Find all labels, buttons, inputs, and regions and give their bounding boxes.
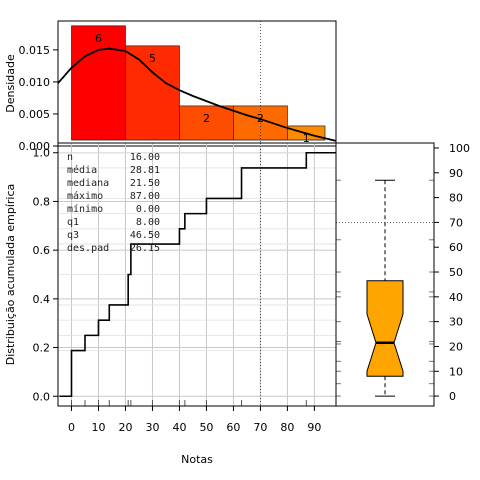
boxplot-y-tick-label: 50 bbox=[449, 266, 463, 279]
ecdf-y-tick-label: 0.6 bbox=[33, 244, 51, 257]
histogram-count-label: 5 bbox=[149, 52, 156, 65]
stat-value: 87.00 bbox=[130, 191, 160, 202]
ecdf-x-tick-label: 90 bbox=[307, 421, 321, 434]
histogram-bar bbox=[125, 45, 180, 141]
density-curve bbox=[57, 47, 337, 142]
stat-label: n bbox=[67, 152, 73, 163]
ecdf-x-tick-label: 60 bbox=[226, 421, 240, 434]
histogram-y-tick-label: 0.005 bbox=[19, 108, 51, 121]
stat-label: q3 bbox=[67, 230, 79, 241]
ecdf-y-tick-label: 1.0 bbox=[33, 147, 51, 160]
stat-value: 0.00 bbox=[136, 204, 160, 215]
histogram-bar bbox=[71, 25, 126, 141]
boxplot-y-tick-label: 40 bbox=[449, 291, 463, 304]
boxplot-y-tick-label: 30 bbox=[449, 316, 463, 329]
ecdf-y-tick-label: 0.8 bbox=[33, 195, 51, 208]
boxplot-y-tick-label: 60 bbox=[449, 241, 463, 254]
histogram-y-tick-label: 0.010 bbox=[19, 76, 51, 89]
ecdf-panel: n 16.00 média 28.81 mediana 21.50 máximo 87.00 m… bbox=[4, 142, 337, 466]
histogram-y-axis-label: Densidade bbox=[4, 54, 17, 113]
boxplot-y-tick-label: 80 bbox=[449, 192, 463, 205]
stat-label: mediana bbox=[67, 178, 109, 189]
boxplot-panel: 0 10 20 30 40 50 60 70 80 90 100 bbox=[335, 142, 470, 407]
boxplot-y-tick-label: 20 bbox=[449, 340, 463, 353]
ecdf-x-tick-label: 50 bbox=[199, 421, 213, 434]
ecdf-x-tick-label: 20 bbox=[118, 421, 132, 434]
stat-label: q1 bbox=[67, 217, 79, 228]
stat-label: máximo bbox=[67, 190, 103, 202]
stat-label: mínimo bbox=[67, 203, 103, 215]
stat-value: 26.15 bbox=[130, 243, 160, 254]
ecdf-x-tick-label: 80 bbox=[280, 421, 294, 434]
ecdf-x-tick-label: 30 bbox=[145, 421, 159, 434]
ecdf-x-tick-label: 10 bbox=[91, 421, 105, 434]
stat-value: 16.00 bbox=[130, 152, 160, 163]
histogram-bar bbox=[233, 105, 288, 141]
stat-value: 46.50 bbox=[130, 230, 160, 241]
boxplot-box bbox=[366, 280, 404, 377]
ecdf-y-axis-label: Distribuição acumulada empírica bbox=[4, 184, 17, 366]
ecdf-x-tick-label: 0 bbox=[68, 421, 75, 434]
boxplot-y-tick-label: 10 bbox=[449, 365, 463, 378]
stat-value: 28.81 bbox=[130, 165, 160, 176]
ecdf-x-tick-label: 70 bbox=[253, 421, 267, 434]
stat-label: des.pad bbox=[67, 243, 109, 254]
histogram-y-tick-label: 0.000 bbox=[19, 140, 51, 153]
ecdf-x-tick-label: 40 bbox=[172, 421, 186, 434]
ecdf-y-tick-label: 0.0 bbox=[33, 390, 51, 403]
histogram-count-label: 1 bbox=[303, 132, 310, 145]
stat-value: 8.00 bbox=[136, 217, 160, 228]
ecdf-y-tick-label: 0.2 bbox=[33, 342, 51, 355]
histogram-bar bbox=[179, 105, 234, 141]
boxplot-y-tick-label: 100 bbox=[449, 142, 470, 155]
histogram-frame bbox=[57, 20, 337, 147]
histogram-y-tick-label: 0.015 bbox=[19, 44, 51, 57]
histogram-count-label: 2 bbox=[203, 112, 210, 125]
ecdf-y-tick-label: 0.4 bbox=[33, 293, 51, 306]
histogram-count-label: 6 bbox=[95, 32, 102, 45]
boxplot-y-tick-label: 90 bbox=[449, 167, 463, 180]
boxplot-frame bbox=[335, 142, 435, 407]
ecdf-step-line bbox=[59, 151, 336, 398]
stat-label: média bbox=[67, 164, 97, 176]
boxplot-y-tick-label: 70 bbox=[449, 216, 463, 229]
boxplot-y-tick-label: 0 bbox=[449, 390, 456, 403]
ecdf-x-axis-label: Notas bbox=[181, 453, 213, 466]
stat-value: 21.50 bbox=[130, 178, 160, 189]
